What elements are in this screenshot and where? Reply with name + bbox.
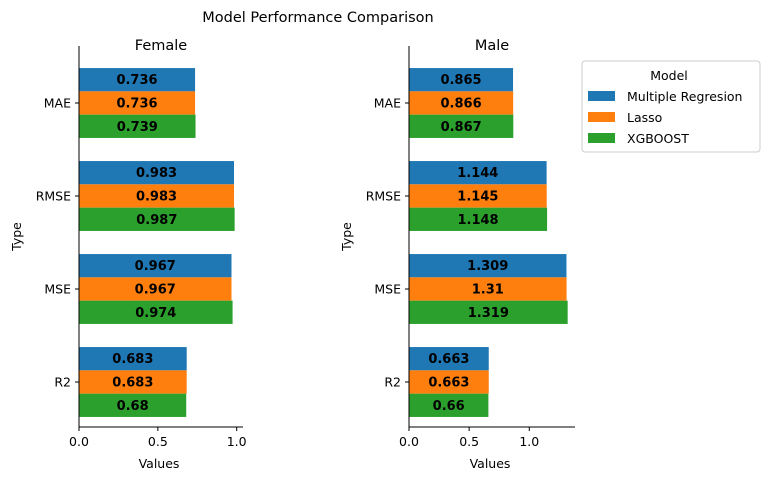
y-tick-label: RMSE bbox=[366, 189, 401, 204]
bar-xgboost-mse bbox=[409, 300, 568, 324]
y-tick-label: R2 bbox=[384, 375, 401, 390]
chart-panels: 0.736 0.983 0.967 0.683 0.736 0.983 0.967 0.683… bbox=[9, 38, 575, 471]
data-label: 0.68 bbox=[117, 399, 149, 414]
bar-lasso-mse bbox=[79, 277, 232, 301]
x-tick-label: 0.0 bbox=[69, 434, 89, 449]
data-label: 0.736 bbox=[116, 73, 157, 88]
x-tick-label: 1.0 bbox=[519, 434, 539, 449]
data-label: 1.145 bbox=[457, 190, 498, 205]
data-label: 0.736 bbox=[116, 97, 157, 112]
data-label: 1.309 bbox=[467, 259, 508, 274]
x-tick-label: 0.5 bbox=[148, 434, 168, 449]
x-axis-label: Values bbox=[139, 456, 180, 471]
bar-lasso-mae bbox=[79, 91, 196, 115]
data-label: 0.867 bbox=[441, 120, 482, 135]
panel-male: 0.865 1.144 1.309 0.663 0.866 1.145 1.31 0.663 0… bbox=[339, 38, 575, 471]
panel-female: 0.736 0.983 0.967 0.683 0.736 0.983 0.967 0.683… bbox=[9, 38, 247, 471]
bar-lasso-r2 bbox=[409, 370, 489, 394]
bar-xgboost-rmse bbox=[409, 207, 548, 231]
data-label: 0.663 bbox=[428, 352, 469, 367]
x-axis-label: Values bbox=[470, 456, 511, 471]
bar-xgboost-rmse bbox=[79, 207, 235, 231]
y-tick-label: MAE bbox=[374, 96, 401, 111]
data-label: 0.865 bbox=[440, 73, 481, 88]
data-label: 0.683 bbox=[112, 376, 153, 391]
legend-entry-label: XGBOOST bbox=[627, 131, 689, 146]
data-label: 0.866 bbox=[441, 97, 482, 112]
bar-lasso-r2 bbox=[79, 370, 187, 394]
data-label: 1.148 bbox=[457, 213, 498, 228]
bar-xgboost-mae bbox=[409, 114, 514, 138]
bar-lasso-rmse bbox=[79, 184, 235, 208]
data-label: 1.319 bbox=[468, 306, 509, 321]
panel-title: Male bbox=[475, 38, 509, 54]
bar-multiple-regresion-r2 bbox=[79, 347, 187, 371]
data-label: 0.967 bbox=[135, 259, 176, 274]
y-tick-label: RMSE bbox=[36, 189, 71, 204]
bar-multiple-regresion-rmse bbox=[79, 161, 235, 185]
x-tick-label: 0.5 bbox=[459, 434, 479, 449]
bar-xgboost-mae bbox=[79, 114, 196, 138]
data-label: 0.739 bbox=[117, 120, 158, 135]
data-label: 0.974 bbox=[135, 306, 176, 321]
y-tick-label: MSE bbox=[374, 282, 401, 297]
data-label: 0.683 bbox=[112, 352, 153, 367]
y-axis-label: Type bbox=[9, 222, 24, 252]
bar-xgboost-mse bbox=[79, 300, 233, 324]
legend-swatch-lasso bbox=[588, 112, 615, 122]
data-label: 0.987 bbox=[136, 213, 177, 228]
x-tick-label: 0.0 bbox=[399, 434, 419, 449]
legend-swatch-multiple-regresion bbox=[588, 91, 615, 101]
bar-multiple-regresion-rmse bbox=[409, 161, 547, 185]
bar-multiple-regresion-mse bbox=[79, 254, 232, 278]
data-label: 0.967 bbox=[135, 283, 176, 298]
bar-multiple-regresion-mse bbox=[409, 254, 567, 278]
legend-frame bbox=[581, 60, 761, 153]
bar-xgboost-r2 bbox=[409, 393, 489, 417]
legend-swatch-xgboost bbox=[588, 133, 615, 143]
bar-multiple-regresion-mae bbox=[79, 68, 196, 92]
bar-multiple-regresion-mae bbox=[409, 68, 514, 92]
legend: Model Multiple Regresion Lasso XGBOOST bbox=[581, 60, 761, 153]
y-tick-label: R2 bbox=[54, 375, 71, 390]
figure-title: Model Performance Comparison bbox=[202, 10, 433, 26]
bar-lasso-mae bbox=[409, 91, 514, 115]
y-axis-label: Type bbox=[339, 222, 354, 252]
bar-xgboost-r2 bbox=[79, 393, 187, 417]
bar-lasso-mse bbox=[409, 277, 567, 301]
y-tick-label: MSE bbox=[44, 282, 71, 297]
panel-title: Female bbox=[135, 38, 188, 54]
data-label: 1.31 bbox=[472, 283, 504, 298]
data-label: 0.66 bbox=[433, 399, 465, 414]
legend-entry-label: Multiple Regresion bbox=[627, 89, 743, 104]
data-label: 0.983 bbox=[136, 166, 177, 181]
data-label: 0.663 bbox=[428, 376, 469, 391]
legend-entry-label: Lasso bbox=[627, 110, 662, 125]
bar-multiple-regresion-r2 bbox=[409, 347, 489, 371]
bar-lasso-rmse bbox=[409, 184, 547, 208]
data-label: 1.144 bbox=[457, 166, 498, 181]
data-label: 0.983 bbox=[136, 190, 177, 205]
y-tick-label: MAE bbox=[44, 96, 71, 111]
legend-title: Model bbox=[650, 68, 688, 83]
x-tick-label: 1.0 bbox=[227, 434, 247, 449]
